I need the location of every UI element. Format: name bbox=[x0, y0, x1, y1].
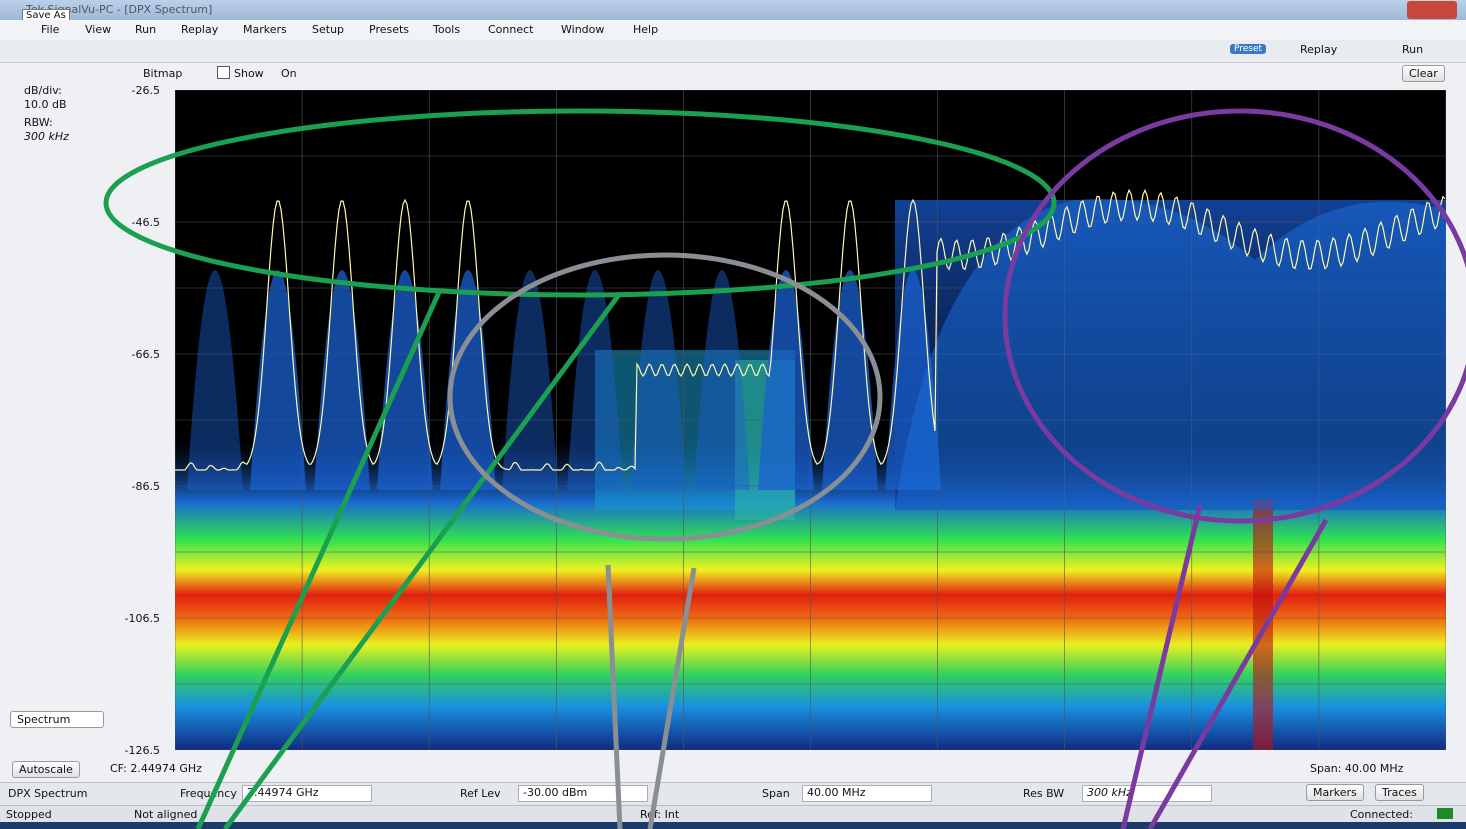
clear-button[interactable]: Clear bbox=[1402, 65, 1445, 82]
menu-item[interactable]: Window bbox=[561, 23, 604, 36]
menu-item[interactable]: Connect bbox=[488, 23, 533, 36]
y-tick-label: -26.5 bbox=[100, 84, 160, 97]
y-tick-label: -66.5 bbox=[100, 348, 160, 361]
bitmap-label: Bitmap bbox=[143, 67, 182, 80]
res-bw-input[interactable]: 300 kHz bbox=[1082, 785, 1212, 802]
ref-lev-input[interactable]: -30.00 dBm bbox=[518, 785, 648, 802]
show-checkbox[interactable] bbox=[217, 66, 230, 79]
menu-item[interactable]: Help bbox=[633, 23, 658, 36]
span-readout: Span: 40.00 MHz bbox=[1310, 762, 1403, 775]
db-div-label: dB/div: bbox=[24, 84, 62, 97]
y-tick-label: -86.5 bbox=[100, 480, 160, 493]
autoscale-button[interactable]: Autoscale bbox=[12, 761, 80, 778]
on-label: On bbox=[281, 67, 297, 80]
close-button[interactable] bbox=[1407, 1, 1457, 19]
connection-indicator bbox=[1437, 808, 1453, 819]
run-button[interactable]: Run bbox=[1402, 43, 1423, 56]
replay-button[interactable]: Replay bbox=[1300, 43, 1337, 56]
menu-item[interactable]: Run bbox=[135, 23, 156, 36]
span-input[interactable]: 40.00 MHz bbox=[802, 785, 932, 802]
app-window: Tek SignalVu-PC - [DPX Spectrum] Save As… bbox=[0, 0, 1466, 829]
status-ref: Ref: Int bbox=[640, 808, 679, 821]
menu-item[interactable]: Presets bbox=[369, 23, 409, 36]
rbw-label: RBW: bbox=[24, 116, 53, 129]
menu-item[interactable]: Replay bbox=[181, 23, 218, 36]
res-bw-label: Res BW bbox=[1023, 787, 1064, 800]
menu-item[interactable]: File bbox=[41, 23, 59, 36]
y-tick-label: -106.5 bbox=[100, 612, 160, 625]
status-alignment: Not aligned bbox=[134, 808, 197, 821]
taskbar bbox=[0, 822, 1466, 829]
menu-item[interactable]: View bbox=[85, 23, 111, 36]
status-bar bbox=[0, 805, 1466, 823]
db-div-value: 10.0 dB bbox=[24, 98, 67, 111]
span-label: Span bbox=[762, 787, 790, 800]
frequency-label: Frequency bbox=[180, 787, 237, 800]
menu-item[interactable]: Setup bbox=[312, 23, 344, 36]
y-tick-label: -46.5 bbox=[100, 216, 160, 229]
center-frequency: CF: 2.44974 GHz bbox=[110, 762, 202, 775]
rbw-value: 300 kHz bbox=[24, 130, 69, 143]
y-tick-label: -126.5 bbox=[100, 744, 160, 757]
display-name: DPX Spectrum bbox=[8, 787, 87, 800]
view-select[interactable]: Spectrum bbox=[10, 711, 104, 728]
spectrum-plot bbox=[175, 90, 1446, 750]
ref-lev-label: Ref Lev bbox=[460, 787, 501, 800]
menu-item[interactable]: Tools bbox=[433, 23, 460, 36]
show-label: Show bbox=[234, 67, 264, 80]
title-bar bbox=[0, 0, 1466, 20]
menu-item[interactable]: Markers bbox=[243, 23, 287, 36]
status-state: Stopped bbox=[6, 808, 52, 821]
menu-bar bbox=[0, 20, 1466, 40]
status-connection: Connected: bbox=[1350, 808, 1413, 821]
markers-button[interactable]: Markers bbox=[1306, 784, 1364, 801]
frequency-input[interactable]: 2.44974 GHz bbox=[242, 785, 372, 802]
preset-button[interactable]: Preset bbox=[1230, 44, 1266, 54]
traces-button[interactable]: Traces bbox=[1375, 784, 1424, 801]
